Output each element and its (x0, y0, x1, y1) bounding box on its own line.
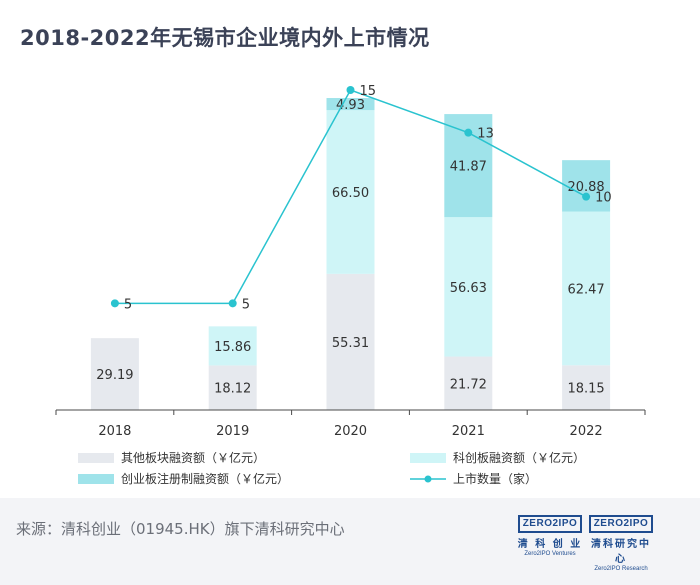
x-tick-label-2021: 2021 (452, 424, 485, 439)
bar-label-chinext-2020: 4.93 (336, 98, 365, 113)
bar-other-2020 (326, 273, 375, 410)
legend-label-star: 科创板融资额（￥亿元） (453, 450, 585, 465)
bar-star-2022 (562, 211, 611, 366)
bar-label-other-2021: 21.72 (450, 377, 487, 392)
bar-star-2019 (208, 326, 257, 366)
bar-other-2018 (90, 338, 139, 410)
bar-other-2022 (562, 365, 611, 410)
line-label-2018: 5 (124, 297, 132, 312)
legend-label-line: 上市数量（家） (453, 471, 537, 486)
line-point-2020 (346, 86, 355, 94)
logo-mark: ZERO2IPO (522, 518, 578, 529)
bar-chinext-2020 (326, 98, 375, 111)
line-point-2019 (228, 299, 237, 308)
bar-label-chinext-2021: 41.87 (450, 160, 487, 175)
bar-label-other-2022: 18.15 (567, 382, 604, 397)
zero2ipo-ventures-logo: ZERO2IPO 清 科 创 业 Zero2IPO Ventures (517, 511, 583, 557)
legend-swatch-chinext (78, 474, 114, 484)
legend: 其他板块融资额（￥亿元） 科创板融资额（￥亿元） 创业板注册制融资额（￥亿元） … (78, 450, 585, 486)
line-point-2018 (110, 299, 119, 308)
x-tick-label-2018: 2018 (98, 424, 131, 439)
bar-label-star-2021: 56.63 (450, 281, 487, 296)
bar-star-2020 (326, 110, 375, 274)
bar-label-star-2019: 15.86 (214, 340, 251, 355)
chart-title: 2018-2022年无锡市企业境内外上市情况 (20, 26, 430, 50)
logo-cn-text: 清科研究中心 (591, 539, 651, 565)
legend-swatch-other (78, 453, 114, 463)
bar-label-star-2022: 62.47 (567, 282, 604, 297)
logo-mark: ZERO2IPO (593, 518, 649, 529)
line-label-2020: 15 (360, 84, 377, 99)
line-label-2021: 13 (477, 127, 494, 142)
line-point-2022 (582, 192, 591, 201)
x-tick-label-2019: 2019 (216, 424, 249, 439)
legend-label-chinext: 创业板注册制融资额（￥亿元） (121, 471, 289, 486)
bar-label-other-2020: 55.31 (332, 336, 369, 351)
bar-label-other-2019: 18.12 (214, 382, 251, 397)
logo-en-text: Zero2IPO Ventures (524, 551, 576, 557)
x-tick-label-2022: 2022 (570, 424, 603, 439)
legend-swatch-star (410, 453, 446, 463)
logo-cn-text: 清 科 创 业 (517, 539, 583, 550)
bar-other-2019 (208, 365, 257, 410)
chart: 29.19 18.12 15.86 55.31 66.50 4.93 21.72 56.63 4… (55, 84, 646, 486)
legend-label-other: 其他板块融资额（￥亿元） (121, 450, 265, 465)
line-point-2021 (464, 128, 473, 137)
line-label-2022: 10 (595, 191, 612, 206)
source-footer: 来源：清科创业（01945.HK）旗下清科研究中心 ZERO2IPO 清 科 创… (0, 498, 700, 585)
line-label-2019: 5 (242, 297, 250, 312)
bar-label-star-2020: 66.50 (332, 186, 369, 201)
bar-other-2021 (444, 356, 493, 410)
zero2ipo-research-logo: ZERO2IPO 清科研究中心 Zero2IPO Research (588, 511, 654, 572)
legend-line-marker (424, 475, 432, 483)
logo-en-text: Zero2IPO Research (594, 566, 648, 572)
x-tick-label-2020: 2020 (334, 424, 367, 439)
source-text: 来源：清科创业（01945.HK）旗下清科研究中心 (16, 520, 345, 538)
bar-star-2021 (444, 217, 493, 357)
bar-chinext-2022 (562, 160, 611, 212)
bar-label-other-2018: 29.19 (96, 368, 133, 383)
